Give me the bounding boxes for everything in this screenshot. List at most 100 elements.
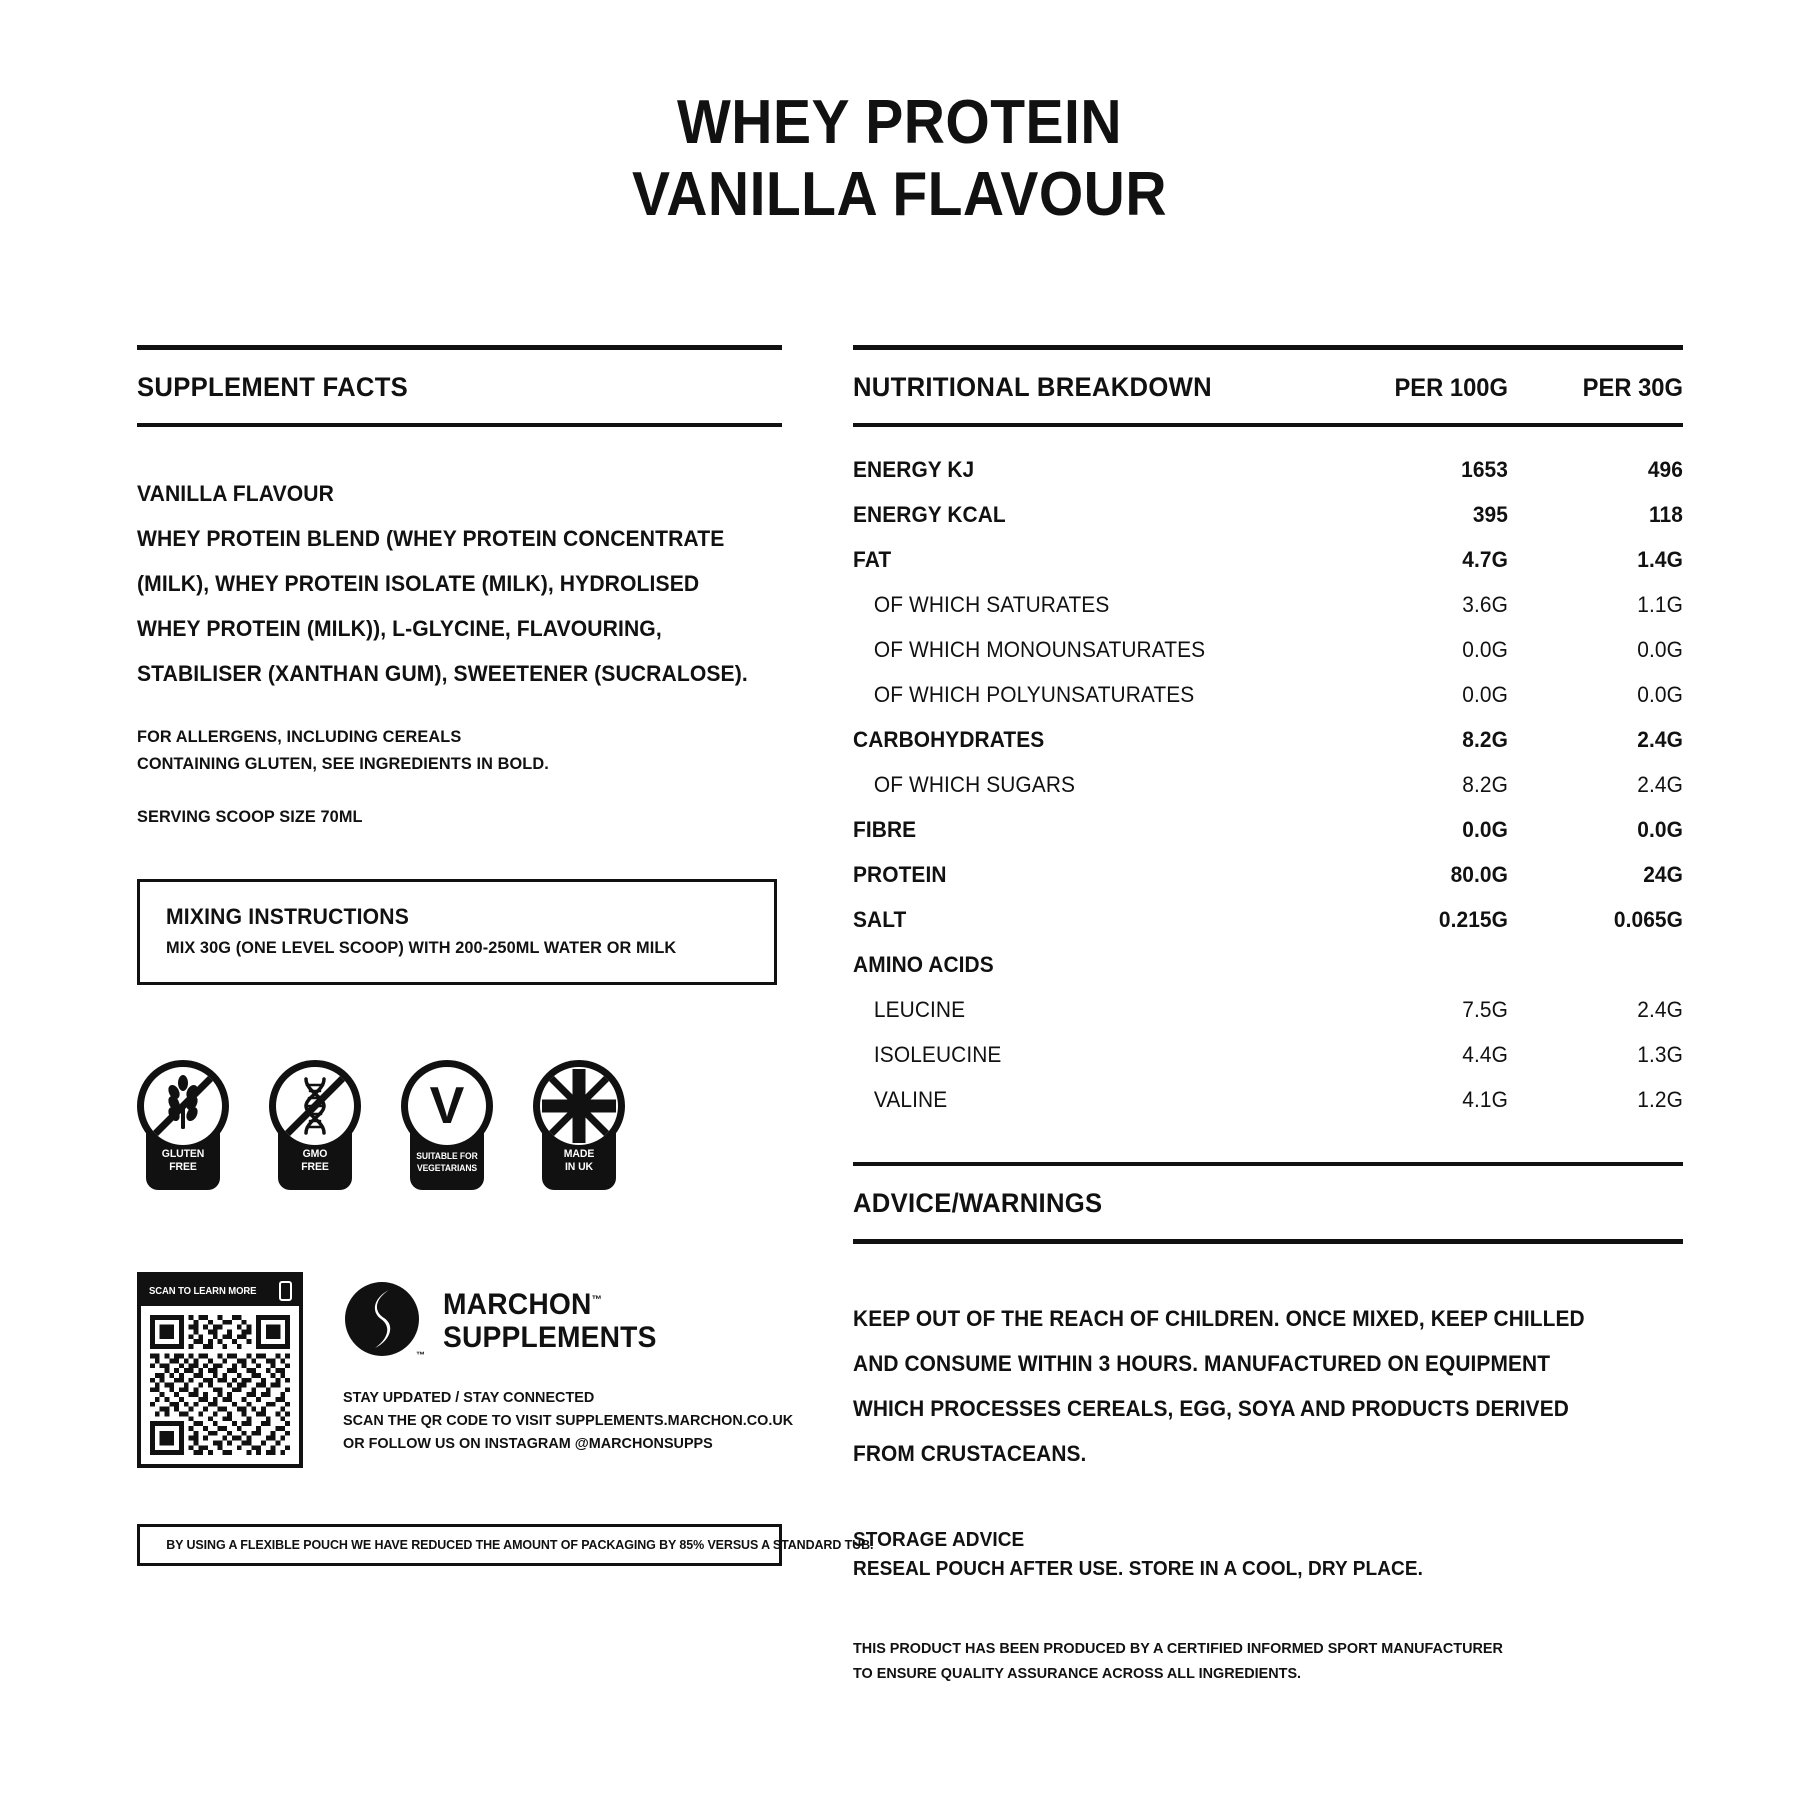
- table-row: OF WHICH SATURATES 3.6G 1.1G: [853, 592, 1683, 637]
- nutrient-label: CARBOHYDRATES: [853, 727, 1045, 752]
- storage-advice-text: RESEAL POUCH AFTER USE. STORE IN A COOL,…: [853, 1558, 1423, 1580]
- nutrient-label: VALINE: [873, 1087, 948, 1112]
- brand-social-text: STAY UPDATED / STAY CONNECTED SCAN THE Q…: [343, 1386, 794, 1455]
- badge-label-line-2: FREE: [169, 1161, 197, 1173]
- nutrient-label: FIBRE: [853, 817, 917, 842]
- nutrient-per-30g: 1.4G: [1637, 547, 1683, 572]
- allergen-line-2: CONTAINING GLUTEN, SEE INGREDIENTS IN BO…: [137, 754, 549, 773]
- nutrient-per-100g: 80.0G: [1450, 862, 1508, 887]
- informed-line-2: TO ENSURE QUALITY ASSURANCE ACROSS ALL I…: [853, 1665, 1302, 1682]
- nutrient-per-30g: 0.065G: [1613, 907, 1683, 932]
- nutrient-per-100g: 7.5G: [1462, 997, 1508, 1022]
- advice-text: KEEP OUT OF THE REACH OF CHILDREN. ONCE …: [853, 1306, 1585, 1466]
- nutrient-per-100g: 0.215G: [1438, 907, 1508, 932]
- badge-circle: V: [401, 1060, 493, 1152]
- badge-gluten-free: GLUTEN FREE: [137, 1060, 229, 1190]
- badge-label-line-2: VEGETARIANS: [416, 1163, 478, 1173]
- supplement-facts-top-rule: [137, 345, 782, 350]
- qr-banner-text: SCAN TO LEARN MORE: [149, 1285, 257, 1297]
- nutrient-per-30g: 496: [1647, 457, 1683, 482]
- badge-label: MADE IN UK: [535, 1148, 622, 1174]
- nutrient-label: OF WHICH SATURATES: [873, 592, 1110, 617]
- table-row: LEUCINE 7.5G 2.4G: [853, 997, 1683, 1042]
- nutrient-per-30g: 1.1G: [1637, 592, 1683, 617]
- brand-word-marchon: MARCHON™: [443, 1284, 657, 1321]
- nutrient-per-30g: 2.4G: [1637, 772, 1683, 797]
- flavour-label: VANILLA FLAVOUR: [137, 481, 334, 506]
- qr-code[interactable]: [141, 1306, 299, 1464]
- nutrient-label: PROTEIN: [853, 862, 947, 887]
- badge-label-line-2: IN UK: [565, 1161, 593, 1173]
- marchon-logo-svg: [345, 1282, 419, 1356]
- badge-gmo-free: GMO FREE: [269, 1060, 361, 1190]
- nutrition-table: ENERGY KJ 1653 496 ENERGY KCAL 395 118 F…: [853, 457, 1683, 1132]
- brand-lockup: ™ MARCHON™ SUPPLEMENTS: [343, 1280, 763, 1360]
- badge-circle: [269, 1060, 361, 1152]
- nutrient-per-100g: 395: [1472, 502, 1508, 527]
- table-row: PROTEIN 80.0G 24G: [853, 862, 1683, 907]
- right-column: NUTRITIONAL BREAKDOWN PER 100G PER 30G E…: [853, 345, 1683, 1686]
- nutrient-per-30g: 2.4G: [1637, 997, 1683, 1022]
- serving-scoop-size: SERVING SCOOP SIZE 70ML: [137, 807, 363, 826]
- title-line-1: WHEY PROTEIN: [677, 88, 1122, 157]
- nutrient-label: OF WHICH MONOUNSATURATES: [873, 637, 1206, 662]
- letter-v-icon: V: [430, 1077, 465, 1135]
- title-line-2: VANILLA FLAVOUR: [631, 160, 1167, 229]
- nutrient-label: OF WHICH SUGARS: [873, 772, 1076, 797]
- supplement-facts-heading: SUPPLEMENT FACTS: [137, 372, 409, 402]
- table-row: FIBRE 0.0G 0.0G: [853, 817, 1683, 862]
- supplement-facts-header: SUPPLEMENT FACTS: [137, 350, 782, 423]
- nutrient-per-30g: 0.0G: [1637, 637, 1683, 662]
- brand-wordmark: MARCHON™ SUPPLEMENTS: [443, 1284, 670, 1354]
- nutrient-label: AMINO ACIDS: [853, 952, 994, 977]
- nutrient-label: SALT: [853, 907, 907, 932]
- table-row: CARBOHYDRATES 8.2G 2.4G: [853, 727, 1683, 772]
- nutrient-per-100g: 0.0G: [1462, 682, 1508, 707]
- badge-circle: [137, 1060, 229, 1152]
- nutrient-per-100g: 1653: [1461, 457, 1508, 482]
- table-row: AMINO ACIDS: [853, 952, 1683, 997]
- nutrient-per-100g: 0.0G: [1462, 637, 1508, 662]
- nutrition-col1-header: PER 100G: [1394, 374, 1508, 402]
- nutrient-per-100g: 0.0G: [1462, 817, 1508, 842]
- badge-made-in-uk: MADE IN UK: [533, 1060, 625, 1190]
- table-row: FAT 4.7G 1.4G: [853, 547, 1683, 592]
- nutrient-label: ENERGY KCAL: [853, 502, 1006, 527]
- nutrient-label: LEUCINE: [873, 997, 966, 1022]
- marchon-swirl-logo: ™: [343, 1280, 425, 1360]
- brand-word-marchon-tm: ™: [591, 1294, 603, 1306]
- nutrition-heading: NUTRITIONAL BREAKDOWN: [853, 372, 1212, 402]
- nutrition-bottom-rule: [853, 1162, 1683, 1166]
- advice-heading: ADVICE/WARNINGS: [853, 1188, 1103, 1218]
- nutrient-label: OF WHICH POLYUNSATURATES: [873, 682, 1195, 707]
- pouch-note-text: BY USING A FLEXIBLE POUCH WE HAVE REDUCE…: [166, 1537, 874, 1552]
- table-row: VALINE 4.1G 1.2G: [853, 1087, 1683, 1132]
- badge-label-line-1: GMO: [302, 1148, 328, 1160]
- allergen-notice: FOR ALLERGENS, INCLUDING CEREALS CONTAIN…: [137, 723, 756, 777]
- allergen-line-1: FOR ALLERGENS, INCLUDING CEREALS: [137, 727, 462, 746]
- brand-sub-line-2: SCAN THE QR CODE TO VISIT SUPPLEMENTS.MA…: [343, 1412, 794, 1429]
- table-row: SALT 0.215G 0.065G: [853, 907, 1683, 952]
- nutrient-per-100g: 8.2G: [1462, 727, 1508, 752]
- nutrition-header-bottom-rule: [853, 423, 1683, 427]
- brand-word-marchon-text: MARCHON: [443, 1288, 592, 1321]
- table-row: OF WHICH MONOUNSATURATES 0.0G 0.0G: [853, 637, 1683, 682]
- informed-line-1: THIS PRODUCT HAS BEEN PRODUCED BY A CERT…: [853, 1640, 1503, 1657]
- qr-card[interactable]: SCAN TO LEARN MORE: [137, 1272, 303, 1468]
- nutrient-per-30g: 1.3G: [1637, 1042, 1683, 1067]
- brand-sub-line-1: STAY UPDATED / STAY CONNECTED: [343, 1389, 595, 1406]
- nutrient-per-30g: 0.0G: [1637, 817, 1683, 842]
- nutrient-per-100g: 3.6G: [1462, 592, 1508, 617]
- nutrient-label: ISOLEUCINE: [873, 1042, 1002, 1067]
- table-row: OF WHICH SUGARS 8.2G 2.4G: [853, 772, 1683, 817]
- table-row: OF WHICH POLYUNSATURATES 0.0G 0.0G: [853, 682, 1683, 727]
- mixing-instructions-box: MIXING INSTRUCTIONS MIX 30G (ONE LEVEL S…: [137, 879, 777, 985]
- nutrient-per-30g: 2.4G: [1637, 727, 1683, 752]
- nutrition-top-rule: [853, 345, 1683, 350]
- dna-crossed-icon: [282, 1073, 348, 1139]
- nutrient-per-30g: 118: [1648, 502, 1683, 527]
- nutrient-per-100g: 4.7G: [1462, 547, 1508, 572]
- pouch-sustainability-note: BY USING A FLEXIBLE POUCH WE HAVE REDUCE…: [137, 1524, 874, 1566]
- nutrient-per-30g: 1.2G: [1637, 1087, 1683, 1112]
